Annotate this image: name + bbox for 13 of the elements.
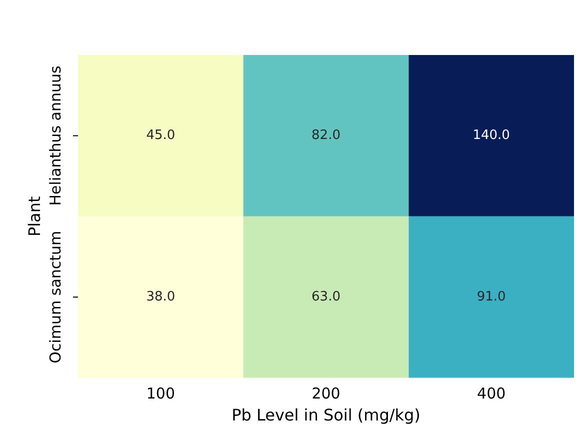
data-label: 45.0 [146,128,176,144]
x-axis-title: Pb Level in Soil (mg/kg) [232,406,420,425]
data-label: 91.0 [476,289,506,304]
x-tick-label: 200 [312,384,340,403]
data-label: 140.0 [472,128,510,144]
x-tick-label: 100 [146,384,175,403]
y-tick-label: Ocimum sanctum [46,230,64,364]
y-axis-title: Plant [25,196,44,237]
data-label: 82.0 [312,128,340,144]
data-label: 38.0 [146,289,176,304]
x-tick-label: 400 [477,384,506,403]
y-tick-label: Helianthus annuus [46,65,64,206]
data-label: 63.0 [312,289,340,304]
